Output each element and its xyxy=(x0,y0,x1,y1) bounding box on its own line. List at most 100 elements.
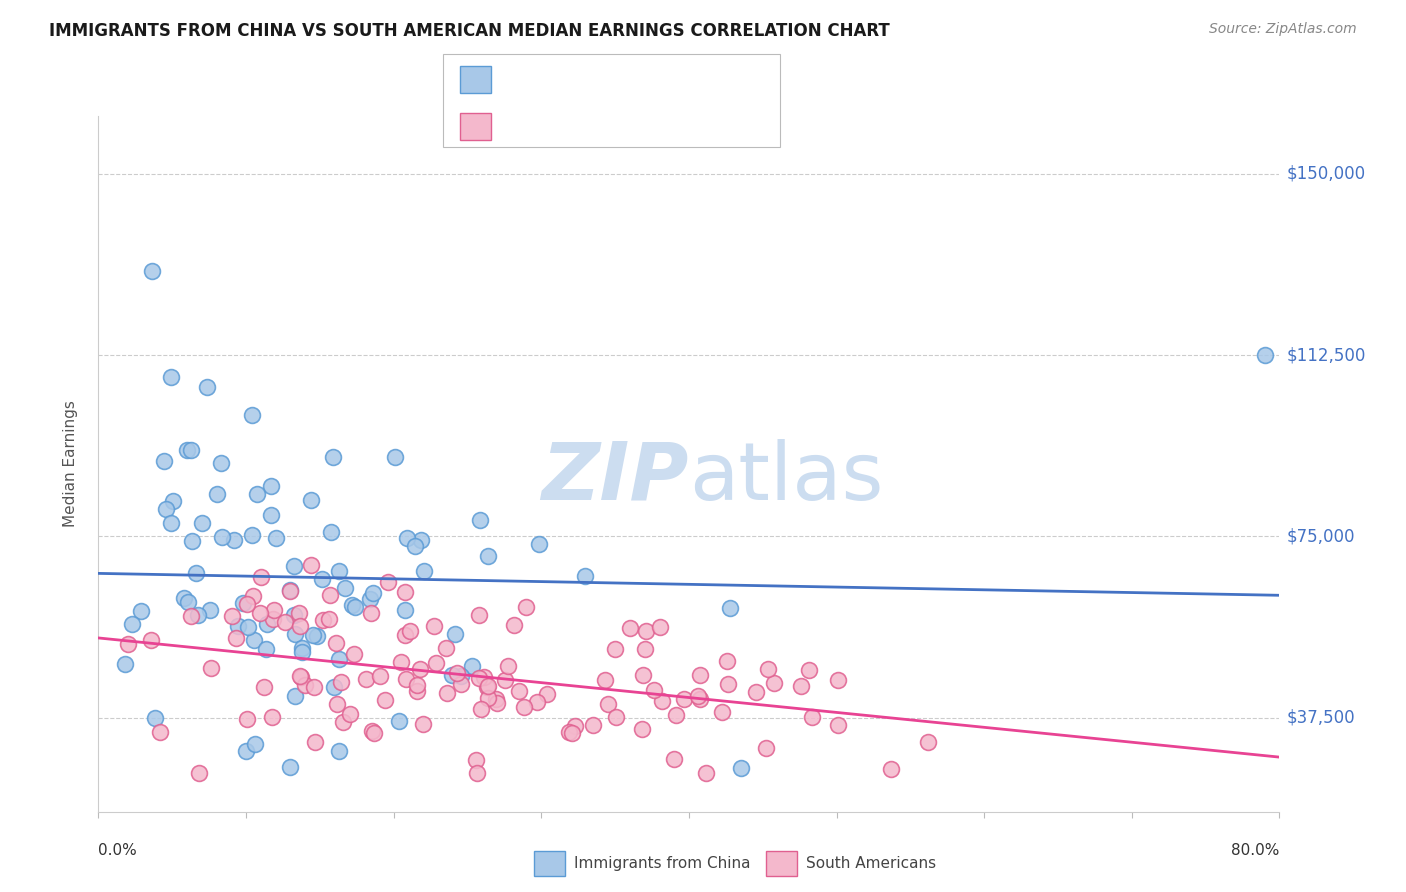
Point xyxy=(404,539,426,553)
Point xyxy=(305,630,328,644)
Point xyxy=(508,683,530,698)
Point xyxy=(236,597,259,611)
Point xyxy=(468,513,491,527)
Point xyxy=(396,531,419,545)
Point xyxy=(472,670,495,684)
Point xyxy=(291,640,314,655)
Point xyxy=(686,689,709,703)
Point xyxy=(405,684,427,698)
Point xyxy=(1254,348,1277,362)
Point xyxy=(240,408,263,422)
Text: 80.0%: 80.0% xyxy=(1232,843,1279,858)
Point xyxy=(436,686,458,700)
Point xyxy=(574,569,596,583)
Point xyxy=(360,606,382,620)
Point xyxy=(311,572,333,586)
Point xyxy=(188,766,211,780)
Point xyxy=(399,624,422,639)
Point xyxy=(236,712,259,726)
Point xyxy=(232,596,254,610)
Point xyxy=(558,724,581,739)
Point xyxy=(633,641,655,656)
Point xyxy=(243,633,266,648)
Point xyxy=(209,456,232,470)
Point xyxy=(339,706,361,721)
Point xyxy=(180,442,202,457)
Point xyxy=(354,672,377,686)
Point xyxy=(827,673,849,687)
Point xyxy=(114,657,136,671)
Text: R =: R = xyxy=(502,119,530,134)
Point xyxy=(496,658,519,673)
Point xyxy=(434,640,457,655)
Text: ZIP: ZIP xyxy=(541,439,689,516)
Point xyxy=(176,595,198,609)
Point xyxy=(173,591,195,605)
Point xyxy=(304,735,326,749)
Point xyxy=(441,668,464,682)
Point xyxy=(412,564,434,578)
Point xyxy=(288,606,311,620)
Point xyxy=(374,693,396,707)
Point xyxy=(360,724,382,739)
Point xyxy=(377,574,399,589)
Point xyxy=(446,666,468,681)
Point xyxy=(235,744,257,758)
Point xyxy=(461,659,484,673)
Point xyxy=(186,566,208,581)
Point xyxy=(200,661,222,675)
Point xyxy=(162,494,184,508)
Point xyxy=(205,487,228,501)
Text: 78: 78 xyxy=(675,72,696,87)
Point xyxy=(260,479,283,493)
Point xyxy=(444,626,467,640)
Point xyxy=(278,759,301,773)
Point xyxy=(181,534,204,549)
Point xyxy=(564,719,586,733)
Point xyxy=(695,766,717,780)
Point xyxy=(329,674,352,689)
Point xyxy=(423,618,446,632)
Point xyxy=(284,627,307,641)
Text: $112,500: $112,500 xyxy=(1286,346,1365,364)
Point xyxy=(394,628,416,642)
Point xyxy=(143,710,166,724)
Point xyxy=(141,633,163,648)
Point xyxy=(465,766,488,780)
Point xyxy=(730,761,752,775)
Point xyxy=(799,664,821,678)
Point xyxy=(664,752,686,766)
Point xyxy=(394,585,416,599)
Point xyxy=(262,710,284,724)
Point xyxy=(384,450,406,464)
Point xyxy=(256,617,278,632)
Point xyxy=(450,677,472,691)
Point xyxy=(359,592,381,607)
Point xyxy=(394,603,416,617)
Point xyxy=(605,710,627,724)
Point xyxy=(344,600,367,615)
Point xyxy=(249,606,271,620)
Point xyxy=(322,450,344,465)
Text: $37,500: $37,500 xyxy=(1286,708,1355,726)
Point xyxy=(176,442,198,457)
Point xyxy=(299,492,322,507)
Point xyxy=(411,533,433,548)
Point xyxy=(755,740,778,755)
Point xyxy=(246,487,269,501)
Point xyxy=(800,709,823,723)
Point xyxy=(243,738,266,752)
Point xyxy=(619,621,641,635)
Point xyxy=(319,588,342,602)
Point xyxy=(368,669,391,683)
Point xyxy=(665,707,688,722)
Point xyxy=(242,589,264,603)
Point xyxy=(475,680,498,694)
Point xyxy=(211,530,233,544)
Point xyxy=(485,691,508,706)
Point xyxy=(582,718,605,732)
Point xyxy=(789,679,811,693)
Point xyxy=(477,549,499,563)
Text: $75,000: $75,000 xyxy=(1286,527,1355,545)
Point xyxy=(291,645,314,659)
